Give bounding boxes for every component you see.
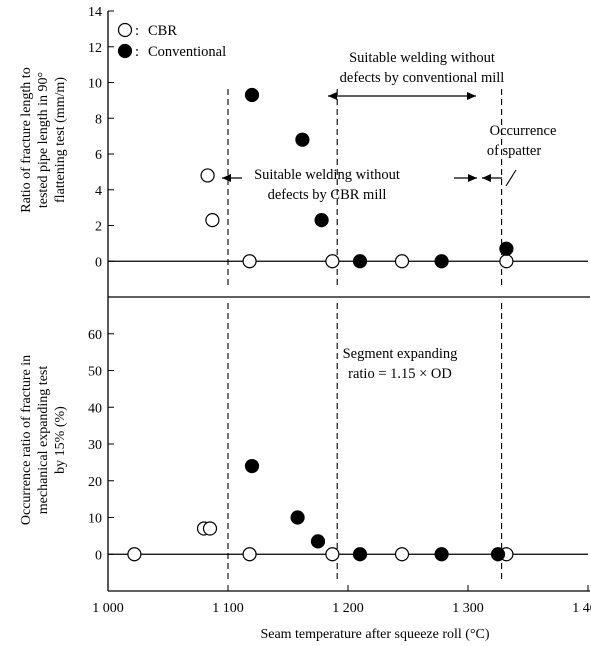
bottom-point-cbr	[202, 521, 218, 536]
legend-label-conventional: Conventional	[148, 44, 226, 60]
top-point-cbr	[200, 168, 215, 183]
annotation-conventional-line2: defects by conventional mill	[340, 70, 505, 86]
x-tick-label: 1 100	[212, 601, 244, 616]
cbr-range-arrow	[222, 174, 231, 182]
x-tick-label: 1 400	[572, 601, 591, 616]
annotation-expand-line1: Segment expanding	[343, 346, 458, 362]
legend-marker-cbr	[117, 22, 133, 38]
bottom-y-tick-label: 0	[95, 548, 102, 563]
top-y-axis-title: Ratio of fracture length to tested pipe …	[19, 67, 68, 212]
bottom-y-axis-title: Occurrence ratio of fracture in mechanic…	[19, 355, 68, 525]
legend: : CBR : Conventional	[117, 22, 226, 60]
bottom-point-conventional	[310, 534, 326, 549]
top-y-tick-label: 10	[88, 77, 102, 92]
annotation-conventional-line1: Suitable welding without	[349, 50, 495, 66]
top-point-cbr	[205, 213, 220, 228]
spatter-arrow-head-right	[482, 174, 491, 182]
bottom-point-conventional	[490, 547, 506, 562]
top-point-cbr	[394, 254, 410, 269]
annotation-spatter-line2: of spatter	[487, 143, 542, 159]
x-axis-title: Seam temperature after squeeze roll (°C)	[260, 627, 489, 642]
top-y-tick-label: 4	[95, 184, 102, 199]
top-point-conventional	[244, 87, 260, 103]
bottom-y-tick-label: 50	[88, 365, 102, 380]
x-tick-label: 1 300	[452, 601, 484, 616]
bottom-point-conventional	[290, 510, 305, 525]
bottom-y-tick-label: 60	[88, 328, 102, 343]
top-point-conventional	[434, 254, 449, 269]
top-y-tick-label: 14	[88, 5, 102, 20]
svg-text:Occurrence ratio of fracture i: Occurrence ratio of fracture in	[19, 355, 34, 525]
spatter-arrow-head-left	[468, 174, 477, 182]
spatter-region-tick	[505, 169, 517, 187]
annotation-cbr-line2: defects by CBR mill	[268, 187, 387, 203]
svg-text:tested pipe length in 90°: tested pipe length in 90°	[36, 72, 51, 208]
svg-text:flattening test (mm/m): flattening test (mm/m)	[53, 77, 68, 203]
top-y-tick-label: 12	[88, 41, 102, 56]
bottom-point-conventional	[434, 547, 449, 562]
legend-sep-conventional: :	[135, 44, 139, 60]
bottom-point-cbr	[325, 547, 340, 562]
legend-label-cbr: CBR	[148, 23, 177, 39]
annotation-expand-line2: ratio = 1.15 × OD	[348, 366, 452, 382]
bottom-y-tick-label: 30	[88, 438, 102, 453]
bottom-y-tick-label: 20	[88, 475, 102, 490]
top-point-cbr	[242, 254, 257, 269]
top-point-conventional	[499, 241, 514, 256]
top-y-tick-label: 8	[95, 112, 102, 127]
conventional-range-arrow-left	[328, 92, 337, 100]
bottom-point-cbr	[127, 547, 142, 562]
x-tick-label: 1 200	[332, 601, 364, 616]
svg-text:by 15% (%): by 15% (%)	[53, 406, 68, 474]
bottom-y-tick-label: 40	[88, 401, 102, 416]
legend-sep-cbr: :	[135, 23, 139, 39]
svg-text:Ratio of fracture length to: Ratio of fracture length to	[19, 67, 34, 212]
legend-marker-conventional	[117, 43, 133, 59]
bottom-point-cbr	[242, 547, 257, 562]
annotation-spatter-line1: Occurrence	[490, 123, 557, 139]
bottom-y-tick-label: 10	[88, 512, 102, 527]
top-point-conventional	[352, 254, 368, 269]
top-point-cbr	[325, 254, 340, 269]
top-y-tick-label: 0	[95, 255, 102, 270]
top-y-tick-label: 6	[95, 148, 102, 163]
top-point-conventional	[295, 132, 310, 147]
svg-text:mechanical expanding test: mechanical expanding test	[36, 366, 51, 515]
top-point-cbr	[499, 254, 514, 269]
annotation-cbr-line1: Suitable welding without	[254, 167, 400, 183]
top-point-conventional	[314, 213, 329, 228]
bottom-point-cbr	[394, 547, 410, 562]
bottom-point-conventional	[244, 458, 260, 474]
top-y-tick-label: 2	[95, 220, 102, 235]
bottom-point-conventional	[352, 547, 368, 562]
conventional-range-arrow-right	[467, 92, 476, 100]
x-tick-label: 1 000	[92, 601, 124, 616]
